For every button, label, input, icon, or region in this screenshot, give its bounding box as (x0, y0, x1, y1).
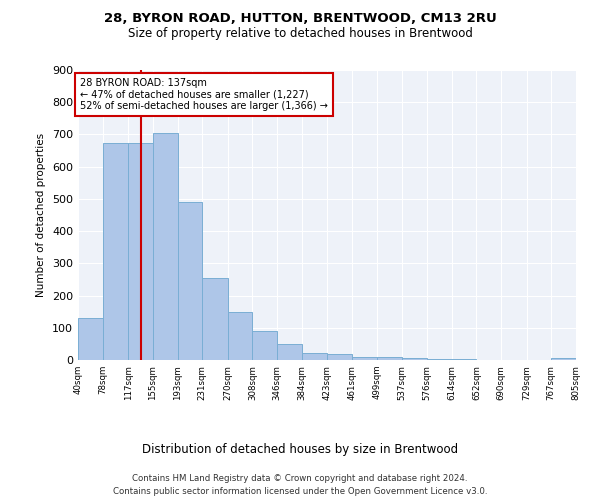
Bar (228, 312, 253, 360)
Bar (401, 358, 427, 360)
Bar (153, 133, 178, 360)
Text: 28, BYRON ROAD, HUTTON, BRENTWOOD, CM13 2RU: 28, BYRON ROAD, HUTTON, BRENTWOOD, CM13 … (104, 12, 496, 26)
Bar (427, 359, 452, 360)
Bar (103, 142, 128, 360)
Bar (277, 344, 302, 360)
Bar (178, 202, 202, 360)
Bar (253, 331, 277, 360)
Text: Contains public sector information licensed under the Open Government Licence v3: Contains public sector information licen… (113, 488, 487, 496)
Y-axis label: Number of detached properties: Number of detached properties (37, 133, 46, 297)
Bar (377, 358, 401, 360)
Text: Contains HM Land Registry data © Crown copyright and database right 2024.: Contains HM Land Registry data © Crown c… (132, 474, 468, 483)
Bar (302, 353, 328, 360)
Bar (551, 358, 576, 360)
Bar (128, 142, 153, 360)
Bar (328, 354, 352, 360)
Text: Distribution of detached houses by size in Brentwood: Distribution of detached houses by size … (142, 442, 458, 456)
Bar (202, 278, 228, 360)
Text: Size of property relative to detached houses in Brentwood: Size of property relative to detached ho… (128, 28, 472, 40)
Text: 28 BYRON ROAD: 137sqm
← 47% of detached houses are smaller (1,227)
52% of semi-d: 28 BYRON ROAD: 137sqm ← 47% of detached … (80, 78, 328, 112)
Bar (78, 318, 103, 360)
Bar (352, 357, 377, 360)
